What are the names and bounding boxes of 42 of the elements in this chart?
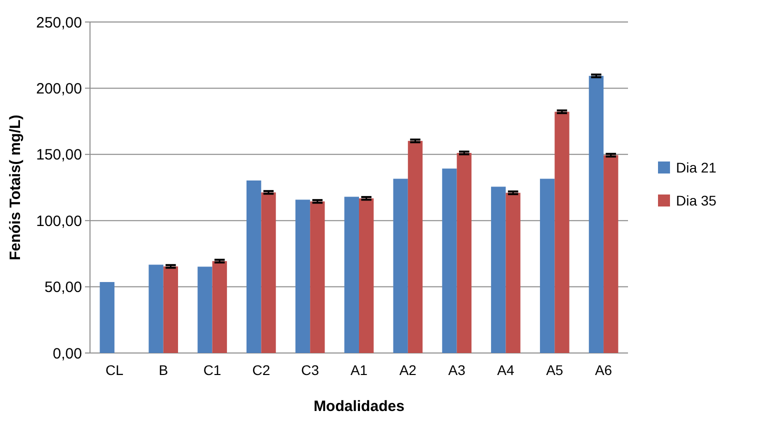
bar <box>456 152 472 353</box>
bar <box>344 196 359 353</box>
bar <box>148 264 164 353</box>
y-tick-label: 200,00 <box>36 80 82 98</box>
bar <box>100 282 114 353</box>
bar <box>310 201 325 353</box>
bar <box>506 192 520 353</box>
bar <box>540 178 555 353</box>
legend-label: Dia 35 <box>676 192 717 208</box>
x-tick-label: A6 <box>594 362 612 378</box>
bar <box>246 180 262 353</box>
y-axis-title: Fenóis Totais( mg/L) <box>7 114 24 260</box>
y-tick-label: 250,00 <box>36 14 82 32</box>
x-tick-label: C2 <box>252 362 270 378</box>
x-tick-label: A3 <box>448 362 466 378</box>
bar <box>198 266 212 353</box>
y-tick-label: 100,00 <box>36 212 82 230</box>
bar <box>491 186 506 353</box>
x-tick-label: A4 <box>497 362 515 378</box>
x-tick-label: A2 <box>399 362 417 378</box>
bar <box>588 76 604 353</box>
bar <box>604 155 618 353</box>
x-tick-label: A5 <box>546 362 564 378</box>
x-tick-label: CL <box>106 362 124 378</box>
y-tick-label: 50,00 <box>44 279 82 296</box>
bar <box>359 198 374 353</box>
bar <box>393 178 408 353</box>
x-tick-label: C3 <box>301 362 320 378</box>
y-tick-label: 150,00 <box>36 146 82 164</box>
x-tick-label: C1 <box>203 362 222 378</box>
y-tick-label: 0,00 <box>52 345 82 362</box>
x-axis-title: Modalidades <box>314 398 404 415</box>
bar <box>163 266 178 353</box>
bar <box>442 168 457 353</box>
bar <box>554 112 570 353</box>
bar <box>295 200 310 353</box>
bar <box>261 192 276 353</box>
legend-label: Dia 21 <box>676 159 717 176</box>
bar <box>408 140 423 353</box>
bar <box>212 261 227 353</box>
x-tick-label: A1 <box>350 362 368 378</box>
x-tick-label: B <box>158 362 168 378</box>
